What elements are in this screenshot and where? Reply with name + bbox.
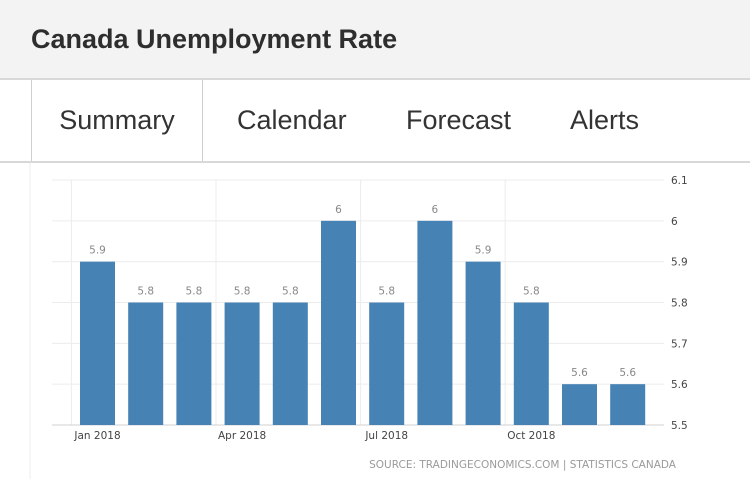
y-tick-label: 6 bbox=[671, 216, 678, 228]
bar-value-label: 5.8 bbox=[137, 286, 154, 298]
bar-value-label: 5.8 bbox=[378, 286, 395, 298]
page-title: Canada Unemployment Rate bbox=[31, 24, 398, 54]
tab-calendar[interactable]: Calendar bbox=[237, 105, 347, 135]
y-tick-label: 5.6 bbox=[671, 379, 688, 391]
tab-alerts[interactable]: Alerts bbox=[570, 105, 640, 135]
x-tick-layer: Jan 2018 Apr 2018 Jul 2018 Oct 2018 bbox=[73, 430, 555, 442]
y-tick-label: 5.9 bbox=[671, 257, 688, 269]
x-tick-label: Jul 2018 bbox=[364, 430, 408, 442]
bar-value-label: 5.9 bbox=[475, 245, 492, 257]
bar bbox=[369, 302, 405, 425]
bar-layer bbox=[80, 220, 646, 425]
bar-value-label: 5.8 bbox=[523, 286, 540, 298]
bar bbox=[128, 302, 164, 425]
y-tick-label: 5.5 bbox=[671, 420, 688, 432]
unemployment-bar-chart: 5.9 5.8 5.8 5.8 5.8 6 5.8 6 5.9 5.8 5.6 5.6 Jan 201… bbox=[29, 163, 688, 479]
value-label-layer: 5.9 5.8 5.8 5.8 5.8 6 5.8 6 5.9 5.8 5.6 5.6 bbox=[89, 204, 636, 379]
chart-source: SOURCE: TRADINGECONOMICS.COM | STATISTIC… bbox=[369, 459, 677, 471]
bar-value-label: 5.8 bbox=[234, 286, 251, 298]
bar bbox=[176, 302, 212, 425]
bar bbox=[80, 261, 115, 425]
bar-value-label: 5.6 bbox=[571, 367, 588, 379]
bar bbox=[465, 261, 501, 425]
bar bbox=[417, 220, 453, 425]
chart-container: 5.9 5.8 5.8 5.8 5.8 6 5.8 6 5.9 5.8 5.6 5.6 Jan 201… bbox=[0, 163, 750, 479]
y-tick-layer: 5.5 5.6 5.7 5.8 5.9 6 6.1 bbox=[671, 175, 688, 432]
tab-summary[interactable]: Summary bbox=[31, 80, 203, 161]
bar-value-label: 6 bbox=[335, 204, 342, 216]
y-tick-label: 6.1 bbox=[671, 175, 688, 187]
x-tick-label: Apr 2018 bbox=[218, 430, 266, 442]
y-tick-label: 5.8 bbox=[671, 298, 688, 310]
bar-value-label: 5.8 bbox=[282, 286, 299, 298]
page-header: Canada Unemployment Rate bbox=[0, 0, 750, 80]
x-tick-label: Jan 2018 bbox=[73, 430, 120, 442]
bar bbox=[610, 384, 646, 425]
tab-bar: Summary Calendar Forecast Alerts bbox=[0, 80, 750, 163]
tab-forecast[interactable]: Forecast bbox=[406, 105, 512, 135]
bar-value-label: 6 bbox=[432, 204, 439, 216]
bar-value-label: 5.8 bbox=[186, 286, 203, 298]
bar bbox=[224, 302, 260, 425]
bar bbox=[272, 302, 308, 425]
x-tick-label: Oct 2018 bbox=[507, 430, 555, 442]
y-tick-label: 5.7 bbox=[671, 338, 688, 350]
bar bbox=[562, 384, 597, 425]
bar bbox=[513, 302, 549, 425]
bar-value-label: 5.9 bbox=[89, 245, 106, 257]
bar bbox=[321, 220, 356, 425]
bar-value-label: 5.6 bbox=[619, 367, 636, 379]
